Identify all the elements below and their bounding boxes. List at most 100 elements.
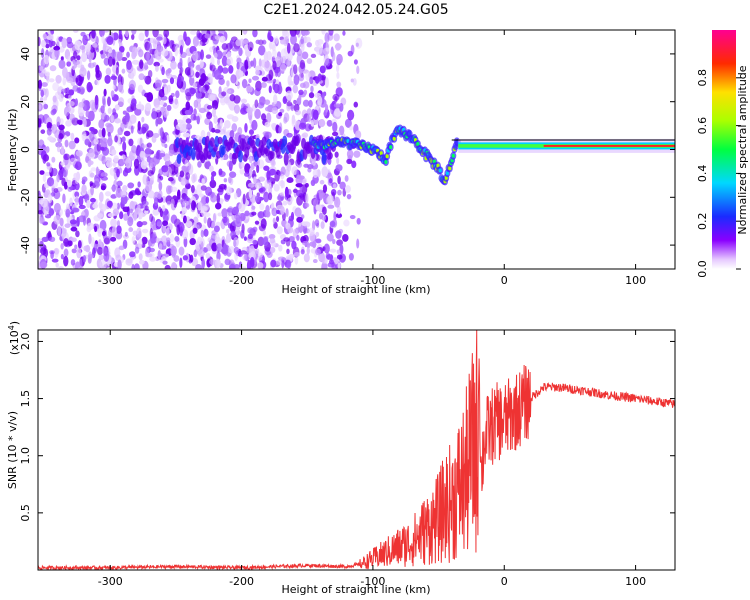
spectrogram-cell [53, 190, 61, 200]
spectrogram-cell [144, 210, 149, 215]
spectrogram-cell [185, 123, 193, 130]
spectrogram-cell [241, 78, 248, 89]
spectrogram-cell [247, 233, 253, 240]
spectrogram-cell [275, 145, 281, 158]
spectrogram-cell [69, 157, 77, 166]
spectrogram-cell [76, 119, 83, 125]
spectrogram-cell [74, 181, 80, 191]
spectrogram-y-ticks: -40 -20 0 20 40 [19, 47, 675, 254]
spectrogram-cell [349, 214, 356, 220]
spectrogram-cell [101, 155, 107, 165]
spectrogram-cell [213, 69, 221, 80]
spectrogram-cell [164, 87, 168, 96]
spectrogram-cell [153, 61, 160, 67]
spectrogram-cell [111, 225, 117, 237]
spectrogram-cell [185, 91, 192, 101]
spectrogram-cell [86, 70, 91, 81]
spectrogram-cell [231, 123, 238, 132]
spectrogram-cell [107, 96, 111, 107]
spectrogram-cell [225, 233, 232, 243]
spectrogram-cell [321, 30, 326, 35]
spectrogram-cell [166, 237, 171, 243]
spectrogram-cell [312, 240, 317, 249]
spectrogram-cell [238, 70, 244, 78]
spectrogram-cell [67, 240, 73, 247]
spectrogram-cell [223, 178, 228, 183]
spectrogram-cell [115, 67, 119, 76]
spectrogram-cell [205, 186, 213, 196]
spectrogram-cell [110, 114, 114, 123]
spectrogram-cell [216, 58, 221, 66]
spectrogram-cell [69, 197, 73, 207]
spectrogram-cell [132, 46, 138, 58]
spectrogram-cell [117, 158, 125, 167]
spectrogram-cell [123, 213, 129, 221]
spectrogram-cell [75, 261, 81, 269]
spectrogram-cell [185, 172, 191, 180]
spectrogram-cell [239, 168, 245, 175]
spectrogram-cell [99, 136, 107, 147]
spectrogram-cell [189, 254, 194, 263]
spectrogram-cell [252, 239, 258, 245]
spectrogram-cell [208, 165, 214, 172]
y-tick-label: 1.5 [19, 390, 32, 408]
spectrogram-cell [250, 162, 255, 171]
spectrogram-cell [46, 121, 52, 130]
spectrogram-cell [244, 123, 248, 133]
spectrogram-cell [84, 138, 90, 146]
spectrogram-cell [240, 107, 248, 115]
spectrogram-cell [102, 43, 107, 55]
spectrogram-cell [47, 136, 54, 141]
spectrogram-cell [53, 214, 61, 225]
spectrogram-cell [254, 87, 261, 97]
spectrogram-cell [213, 225, 220, 233]
spectrogram-cell [65, 106, 71, 113]
spectrogram-cell [199, 59, 204, 69]
spectrogram-cell [68, 89, 75, 96]
spectrogram-cell [107, 212, 115, 218]
spectrogram-cell [266, 170, 271, 181]
spectrogram-cell [79, 67, 87, 77]
spectrogram-cell [116, 180, 123, 187]
spectrogram-cell [164, 264, 171, 269]
spectrogram-x-ticks: -300 -200 -100 0 100 [98, 30, 646, 287]
spectrogram-cell [41, 47, 45, 59]
snr-y-label: SNR (10 * v/v) [6, 411, 19, 489]
spectrogram-cell [266, 50, 272, 61]
spectrogram-cell [89, 99, 96, 109]
spectrogram-cell [40, 129, 46, 134]
spectrogram-cell [285, 90, 293, 101]
spectrogram-cell [263, 191, 270, 203]
spectrogram-cell [184, 36, 191, 46]
spectrogram-cell [256, 255, 263, 261]
spectrogram-cell [70, 132, 75, 141]
spectrogram-cell [189, 87, 197, 95]
spectrogram-cell [190, 66, 194, 76]
spectrogram-cell [142, 228, 149, 234]
spectrogram-cell [137, 181, 141, 188]
spectrogram-cell [288, 253, 295, 259]
x-tick-label: 100 [625, 274, 646, 287]
spectrogram-cell [244, 210, 250, 217]
spectrogram-cell [140, 160, 148, 170]
spectrogram-cell [292, 84, 299, 94]
spectrogram-cell [77, 240, 82, 249]
spectrogram-cell [231, 152, 237, 165]
spectrogram-cell [451, 153, 455, 158]
spectrogram-cell [74, 177, 79, 185]
spectrogram-cell [305, 202, 310, 208]
spectrogram-cell [60, 161, 65, 166]
spectrogram-cell [116, 220, 121, 227]
spectrogram-cell [115, 247, 119, 255]
spectrogram-cell [306, 58, 313, 65]
spectrogram-cell [204, 117, 211, 125]
spectrogram-cell [329, 220, 336, 228]
spectrogram-cell [332, 121, 338, 133]
spectrogram-cell [317, 73, 322, 82]
spectrogram-cell [214, 258, 221, 269]
spectrogram-cell [90, 185, 94, 196]
spectrogram-cell [201, 258, 206, 269]
spectrogram-cell [197, 161, 202, 168]
spectrogram-cell [158, 243, 163, 250]
spectrogram-cell [66, 61, 72, 67]
